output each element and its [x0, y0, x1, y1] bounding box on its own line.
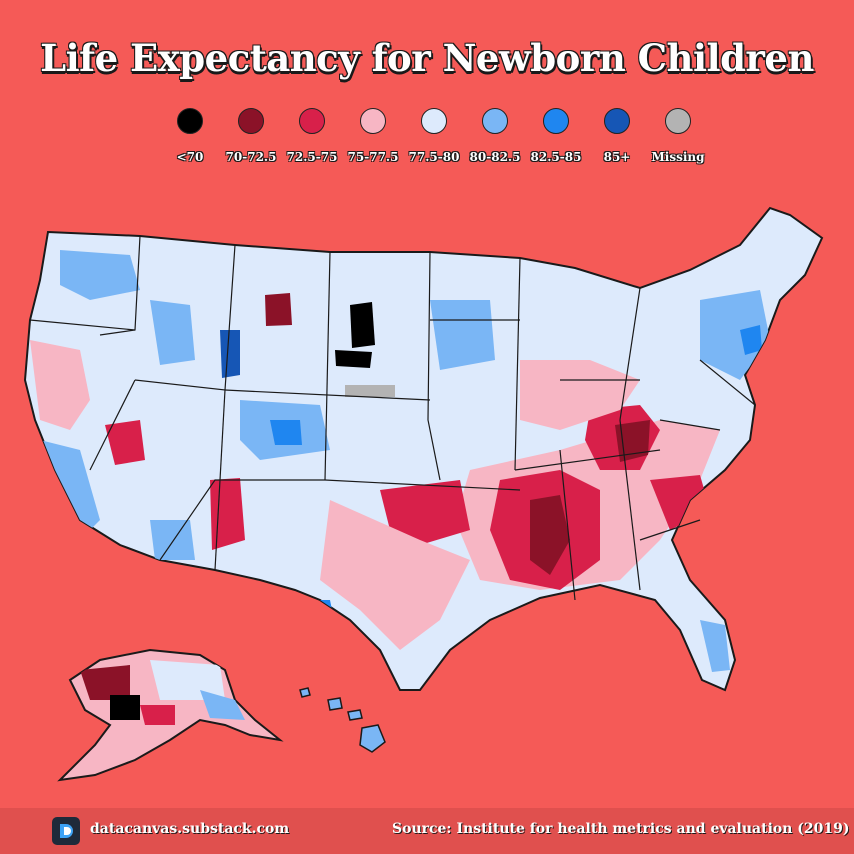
contiguous-us [23, 206, 824, 692]
region-dakotas-black [350, 302, 375, 348]
region-dakotas-black-2 [335, 350, 372, 368]
county-patches [30, 250, 770, 672]
region-west-coast-pink [30, 340, 90, 430]
footer-site: datacanvas.substack.com [90, 821, 290, 837]
legend-swatch [299, 108, 325, 134]
region-montana-red [265, 293, 292, 326]
region-florida-blue [700, 620, 730, 672]
hawaii [299, 687, 386, 753]
region-idaho-blue [150, 300, 195, 365]
legend-label: <70 [176, 150, 204, 164]
region-delta-core [530, 495, 570, 575]
region-pacific-nw-blue [60, 250, 140, 300]
alaska-patches [80, 660, 245, 725]
legend-swatch [238, 108, 264, 134]
footer-source: Source: Institute for health metrics and… [392, 821, 850, 837]
legend-label: 72.5-75 [286, 150, 338, 164]
region-california-coast-blue [40, 440, 100, 540]
hawaii-island-big [359, 724, 386, 753]
hawaii-island-3 [347, 709, 363, 721]
hawaii-island-2 [327, 697, 343, 711]
legend-label: 75-77.5 [347, 150, 399, 164]
legend-label: 80-82.5 [469, 150, 521, 164]
legend-label: 82.5-85 [530, 150, 582, 164]
region-nevada-red [105, 420, 145, 465]
legend-swatch [543, 108, 569, 134]
legend-label: 77.5-80 [408, 150, 460, 164]
legend-swatch [421, 108, 447, 134]
region-new-mexico-red [210, 478, 245, 550]
region-northeast-blue [700, 290, 770, 380]
region-colorado-core [270, 420, 302, 445]
legend-swatch [604, 108, 630, 134]
region-minnesota-blue [430, 300, 495, 370]
legend-label: Missing [651, 150, 705, 164]
legend-swatch [177, 108, 203, 134]
region-wyoming-blue [220, 330, 240, 378]
legend-label: 85+ [603, 150, 631, 164]
region-nyc-core [740, 325, 762, 355]
legend-swatch [360, 108, 386, 134]
datacanvas-logo-icon [52, 817, 80, 845]
region-arizona-blue [150, 520, 195, 560]
legend-swatch [482, 108, 508, 134]
legend: <70 70-72.5 72.5-75 75-77.5 77.5-80 80-8… [155, 108, 715, 168]
legend-swatch [665, 108, 691, 134]
state-borders [29, 235, 756, 601]
us-county-map [23, 206, 824, 782]
map-title: Life Expectancy for Newborn Children [40, 36, 814, 80]
region-oklahoma [380, 480, 470, 545]
region-midwest-pink [520, 360, 640, 430]
hawaii-island-1 [299, 687, 311, 698]
alaska [57, 648, 284, 782]
footer: datacanvas.substack.com Source: Institut… [0, 808, 854, 854]
legend-label: 70-72.5 [225, 150, 277, 164]
region-nebraska-missing [345, 385, 395, 397]
region-texas-pink [320, 500, 470, 650]
